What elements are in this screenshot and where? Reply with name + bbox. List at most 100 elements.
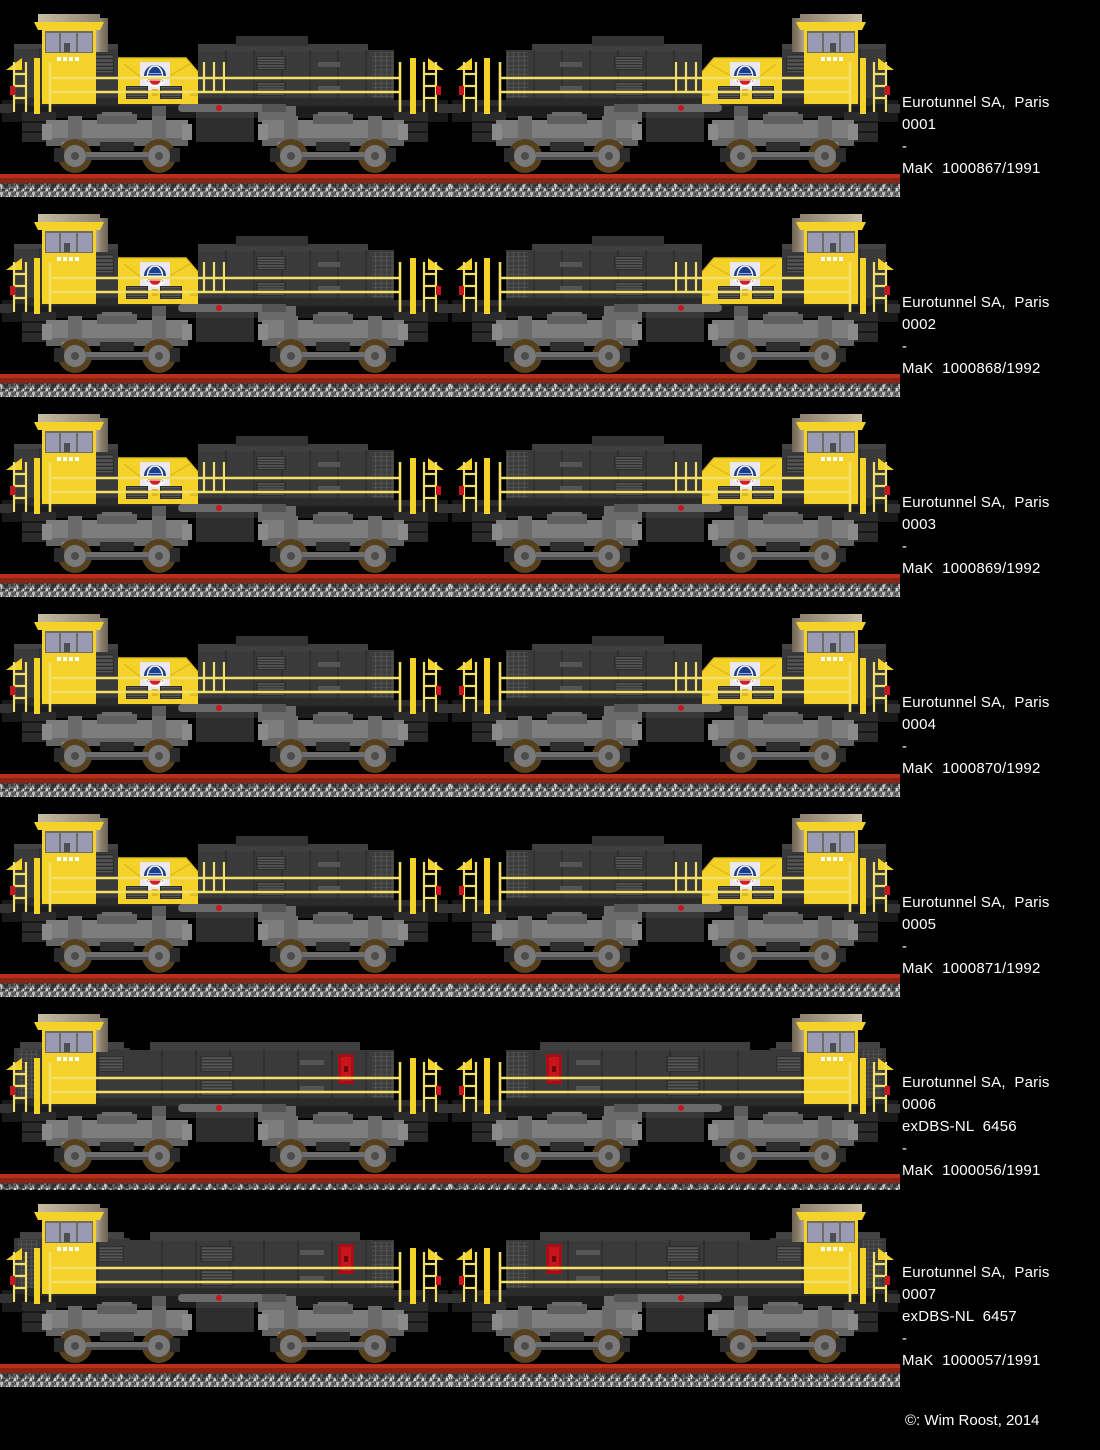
rail-shadow [0,778,450,783]
cab-interior-shape [830,1043,836,1052]
ballast [0,783,450,797]
marker-light-left [885,1086,890,1095]
cab-window-1 [46,1223,59,1242]
locomotive-side-a: 0001 [0,200,450,400]
ballast [450,583,900,597]
svg-text:0001: 0001 [699,92,710,98]
end-ladder-left [6,258,40,314]
marker-light-left [885,86,890,95]
rail-shadow [450,1178,900,1183]
marker-light-right [459,86,464,95]
cab-interior-shape [64,643,70,652]
rail-line [0,1174,450,1178]
red-door-panel [546,1244,562,1274]
marker-light [678,105,684,111]
handrails [48,862,402,912]
ballast [0,183,450,197]
handrails [48,1252,402,1302]
cab-window-3 [78,1223,92,1242]
marker-light-left [10,1086,15,1095]
rail-shadow [450,978,900,983]
caption-number: 0001 [902,116,937,133]
engine-hood [506,436,702,504]
end-ladder-right [410,58,444,114]
end-ladder-left [860,258,894,314]
marker-light-right [436,86,441,95]
locomotive-side-a: 0001 [0,400,450,600]
cab-interior-shape [64,243,70,252]
marker-light-left [10,86,15,95]
svg-text:0001: 0001 [699,892,710,898]
caption-separator: - [902,938,908,955]
cab-number-plate [821,857,843,861]
cab-window-1 [841,833,854,852]
locomotive-caption: Eurotunnel SA, Paris 0006 exDBS-NL 6456 - Ma… [902,1072,1050,1182]
marker-light-left [885,686,890,695]
end-ladder-left [860,858,894,914]
caption-number: 0004 [902,716,937,733]
rail-line [0,374,450,378]
marker-light-left [885,486,890,495]
marker-light [216,305,222,311]
svg-text:0001: 0001 [190,292,201,298]
locomotive-side-b: 0001 [450,400,900,600]
cab-window-1 [46,633,59,652]
marker-light-left [10,1276,15,1285]
locomotive-mak-g1206-euro-side-b: 0001 [450,600,900,800]
end-ladder-left [6,458,40,514]
engine-hood [198,836,394,904]
cab-window-1 [841,33,854,52]
rail-shadow [0,1368,450,1373]
caption-number: 0007 [902,1286,937,1303]
engine-hood [506,636,702,704]
end-ladder-right [456,458,490,514]
caption-operator: Eurotunnel SA, Paris [902,1074,1050,1091]
locomotive-caption: Eurotunnel SA, Paris 0001 - MaK 1000867/199… [902,92,1050,180]
caption-operator: Eurotunnel SA, Paris [902,494,1050,511]
rail-shadow [0,378,450,383]
cab-number-plate [57,57,79,61]
marker-light-left [10,286,15,295]
cab-number-plate [821,457,843,461]
end-ladder-left [6,1058,40,1114]
cab-window-3 [808,1033,822,1052]
marker-light [216,105,222,111]
end-ladder-left [6,658,40,714]
ballast [0,1373,450,1387]
cab-roof [38,414,100,422]
marker-light-right [436,886,441,895]
end-ladder-left [6,1248,40,1304]
cab-window-1 [46,833,59,852]
ballast [0,983,450,997]
locomotive-caption: Eurotunnel SA, Paris 0004 - MaK 1000870/199… [902,692,1050,780]
end-ladder-right [456,258,490,314]
short-hood-nose: 0001 [118,457,201,504]
caption-builder: MaK 1000057/1991 [902,1352,1041,1369]
caption-number: 0002 [902,316,937,333]
locomotive-side-a [0,1000,450,1200]
rail-line [0,1364,450,1368]
short-hood-nose: 0001 [118,657,201,704]
caption-number: 0003 [902,516,937,533]
cab-window-1 [841,433,854,452]
locomotive-side-b [450,1190,900,1390]
rail-line [450,1174,900,1178]
end-ladder-left [860,1058,894,1114]
cab-roof [38,614,100,622]
cab-number-plate [57,657,79,661]
cab-interior-shape [64,43,70,52]
caption-operator: Eurotunnel SA, Paris [902,94,1050,111]
svg-text:0001: 0001 [190,492,201,498]
svg-text:0001: 0001 [190,92,201,98]
marker-light-right [436,286,441,295]
cab-window-3 [808,1223,822,1242]
cab-window-1 [841,233,854,252]
svg-text:0001: 0001 [699,492,710,498]
svg-text:0001: 0001 [190,892,201,898]
cab-roof [38,1204,100,1212]
caption-builder: MaK 1000056/1991 [902,1162,1041,1179]
rail-shadow [0,178,450,183]
locomotive-mak-exdbs-side-b [450,1000,900,1200]
end-ladder-left [6,58,40,114]
short-hood-nose: 0001 [699,257,782,304]
